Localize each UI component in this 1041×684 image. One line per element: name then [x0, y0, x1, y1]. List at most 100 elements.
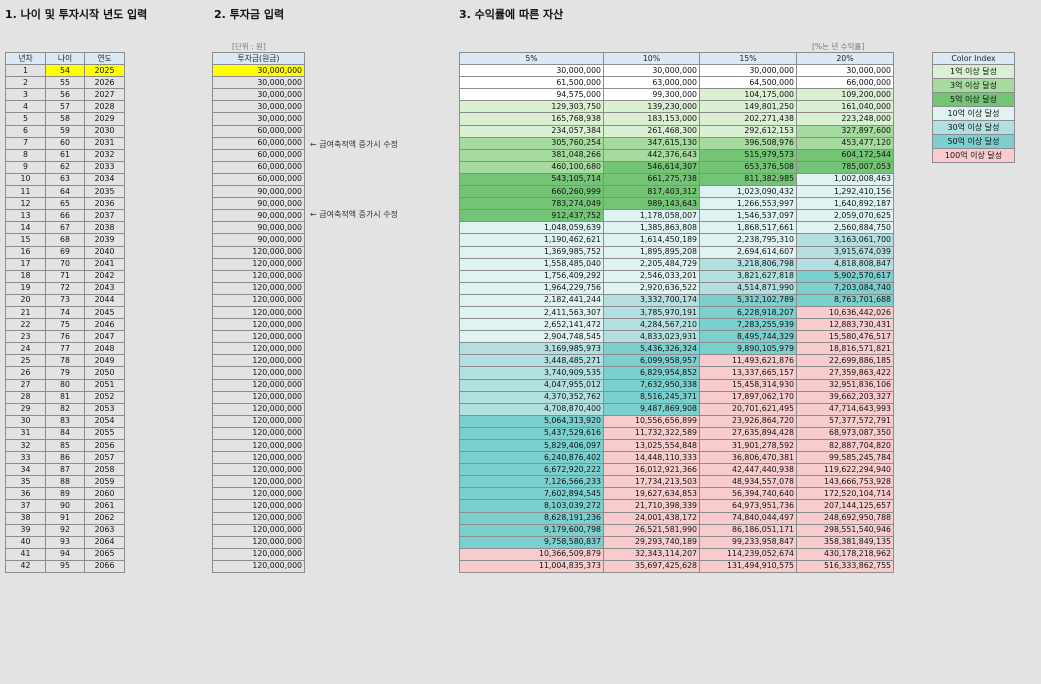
- cell-age[interactable]: 64: [45, 185, 85, 199]
- cell-year-index[interactable]: 41: [5, 547, 46, 561]
- cell-asset-15pct[interactable]: 11,493,621,876: [699, 354, 797, 368]
- cell-asset-10pct[interactable]: 261,468,300: [603, 124, 700, 138]
- cell-asset-5pct[interactable]: 3,169,985,973: [459, 342, 604, 356]
- cell-asset-20pct[interactable]: 4,818,808,847: [796, 257, 894, 271]
- cell-asset-15pct[interactable]: 114,239,052,674: [699, 547, 797, 561]
- cell-asset-15pct[interactable]: 5,312,102,789: [699, 293, 797, 307]
- cell-asset-5pct[interactable]: 1,048,059,639: [459, 221, 604, 235]
- cell-asset-10pct[interactable]: 24,001,438,172: [603, 511, 700, 525]
- cell-year[interactable]: 2027: [84, 88, 125, 102]
- cell-year[interactable]: 2040: [84, 245, 125, 259]
- cell-asset-15pct[interactable]: 6,228,918,207: [699, 305, 797, 320]
- cell-asset-15pct[interactable]: 292,612,153: [699, 124, 797, 138]
- cell-year[interactable]: 2047: [84, 330, 125, 344]
- cell-asset-15pct[interactable]: 86,186,051,171: [699, 523, 797, 537]
- cell-asset-20pct[interactable]: 39,662,203,327: [796, 390, 894, 404]
- cell-investment[interactable]: 120,000,000: [212, 559, 305, 574]
- cell-year[interactable]: 2055: [84, 426, 125, 441]
- cell-asset-5pct[interactable]: 7,602,894,545: [459, 487, 604, 501]
- cell-investment[interactable]: 90,000,000: [212, 233, 305, 247]
- cell-asset-15pct[interactable]: 56,394,740,640: [699, 487, 797, 501]
- cell-asset-5pct[interactable]: 6,672,920,222: [459, 463, 604, 477]
- cell-asset-20pct[interactable]: 18,816,571,821: [796, 342, 894, 356]
- cell-year-index[interactable]: 11: [5, 185, 46, 199]
- cell-year-index[interactable]: 28: [5, 390, 46, 404]
- cell-year-index[interactable]: 8: [5, 148, 46, 162]
- cell-year-index[interactable]: 35: [5, 475, 46, 489]
- cell-age[interactable]: 89: [45, 487, 85, 501]
- cell-year[interactable]: 2064: [84, 535, 125, 549]
- cell-age[interactable]: 80: [45, 378, 85, 392]
- cell-asset-10pct[interactable]: 1,895,895,208: [603, 245, 700, 259]
- cell-asset-10pct[interactable]: 1,178,058,007: [603, 209, 700, 223]
- cell-asset-5pct[interactable]: 61,500,000: [459, 76, 604, 90]
- cell-investment[interactable]: 60,000,000: [212, 148, 305, 162]
- cell-year[interactable]: 2033: [84, 160, 125, 174]
- cell-age[interactable]: 88: [45, 475, 85, 489]
- cell-year[interactable]: 2031: [84, 136, 125, 150]
- cell-asset-5pct[interactable]: 3,740,909,535: [459, 366, 604, 380]
- cell-year[interactable]: 2059: [84, 475, 125, 489]
- cell-investment[interactable]: 120,000,000: [212, 535, 305, 549]
- cell-asset-20pct[interactable]: 604,172,544: [796, 148, 894, 162]
- cell-asset-15pct[interactable]: 74,840,044,497: [699, 511, 797, 525]
- cell-year[interactable]: 2057: [84, 451, 125, 465]
- cell-asset-20pct[interactable]: 516,333,862,755: [796, 559, 894, 574]
- cell-year-index[interactable]: 14: [5, 221, 46, 235]
- cell-year[interactable]: 2066: [84, 559, 125, 574]
- cell-age[interactable]: 67: [45, 221, 85, 235]
- cell-year[interactable]: 2035: [84, 185, 125, 199]
- cell-investment[interactable]: 120,000,000: [212, 390, 305, 404]
- cell-year[interactable]: 2056: [84, 438, 125, 453]
- cell-asset-15pct[interactable]: 811,382,985: [699, 172, 797, 187]
- cell-investment[interactable]: 120,000,000: [212, 293, 305, 307]
- cell-asset-20pct[interactable]: 30,000,000: [796, 64, 894, 78]
- cell-investment[interactable]: 60,000,000: [212, 136, 305, 150]
- cell-year[interactable]: 2051: [84, 378, 125, 392]
- cell-year-index[interactable]: 31: [5, 426, 46, 441]
- cell-asset-10pct[interactable]: 6,099,958,957: [603, 354, 700, 368]
- cell-asset-20pct[interactable]: 57,377,572,791: [796, 414, 894, 428]
- cell-asset-5pct[interactable]: 10,366,509,879: [459, 547, 604, 561]
- cell-asset-5pct[interactable]: 2,904,748,545: [459, 330, 604, 344]
- cell-year-index[interactable]: 12: [5, 197, 46, 211]
- cell-investment[interactable]: 60,000,000: [212, 172, 305, 187]
- cell-investment[interactable]: 90,000,000: [212, 185, 305, 199]
- cell-asset-20pct[interactable]: 2,059,070,625: [796, 209, 894, 223]
- cell-age[interactable]: 84: [45, 426, 85, 441]
- cell-asset-10pct[interactable]: 35,697,425,628: [603, 559, 700, 574]
- cell-asset-10pct[interactable]: 32,343,114,207: [603, 547, 700, 561]
- cell-asset-10pct[interactable]: 4,284,567,210: [603, 318, 700, 332]
- cell-year[interactable]: 2026: [84, 76, 125, 90]
- cell-asset-15pct[interactable]: 9,890,105,979: [699, 342, 797, 356]
- cell-asset-10pct[interactable]: 13,025,554,848: [603, 438, 700, 453]
- cell-investment[interactable]: 120,000,000: [212, 330, 305, 344]
- cell-asset-15pct[interactable]: 36,806,470,381: [699, 451, 797, 465]
- cell-asset-10pct[interactable]: 11,732,322,589: [603, 426, 700, 441]
- cell-year-index[interactable]: 2: [5, 76, 46, 90]
- cell-asset-20pct[interactable]: 10,636,442,026: [796, 305, 894, 320]
- cell-asset-15pct[interactable]: 27,635,894,428: [699, 426, 797, 441]
- cell-age[interactable]: 73: [45, 293, 85, 307]
- cell-asset-10pct[interactable]: 10,556,656,899: [603, 414, 700, 428]
- cell-year[interactable]: 2041: [84, 257, 125, 271]
- cell-asset-5pct[interactable]: 4,370,352,762: [459, 390, 604, 404]
- cell-asset-15pct[interactable]: 7,283,255,939: [699, 318, 797, 332]
- cell-age[interactable]: 58: [45, 112, 85, 126]
- cell-asset-20pct[interactable]: 207,144,125,657: [796, 499, 894, 513]
- cell-year-index[interactable]: 37: [5, 499, 46, 513]
- cell-asset-15pct[interactable]: 396,508,976: [699, 136, 797, 150]
- cell-age[interactable]: 86: [45, 451, 85, 465]
- cell-age[interactable]: 82: [45, 402, 85, 416]
- cell-year[interactable]: 2053: [84, 402, 125, 416]
- cell-investment[interactable]: 60,000,000: [212, 124, 305, 138]
- cell-age[interactable]: 85: [45, 438, 85, 453]
- cell-asset-20pct[interactable]: 109,200,000: [796, 88, 894, 102]
- cell-asset-15pct[interactable]: 131,494,910,575: [699, 559, 797, 574]
- cell-asset-15pct[interactable]: 1,023,090,432: [699, 185, 797, 199]
- cell-age[interactable]: 79: [45, 366, 85, 380]
- cell-age[interactable]: 76: [45, 330, 85, 344]
- cell-year[interactable]: 2028: [84, 100, 125, 114]
- cell-investment[interactable]: 120,000,000: [212, 547, 305, 561]
- cell-age[interactable]: 65: [45, 197, 85, 211]
